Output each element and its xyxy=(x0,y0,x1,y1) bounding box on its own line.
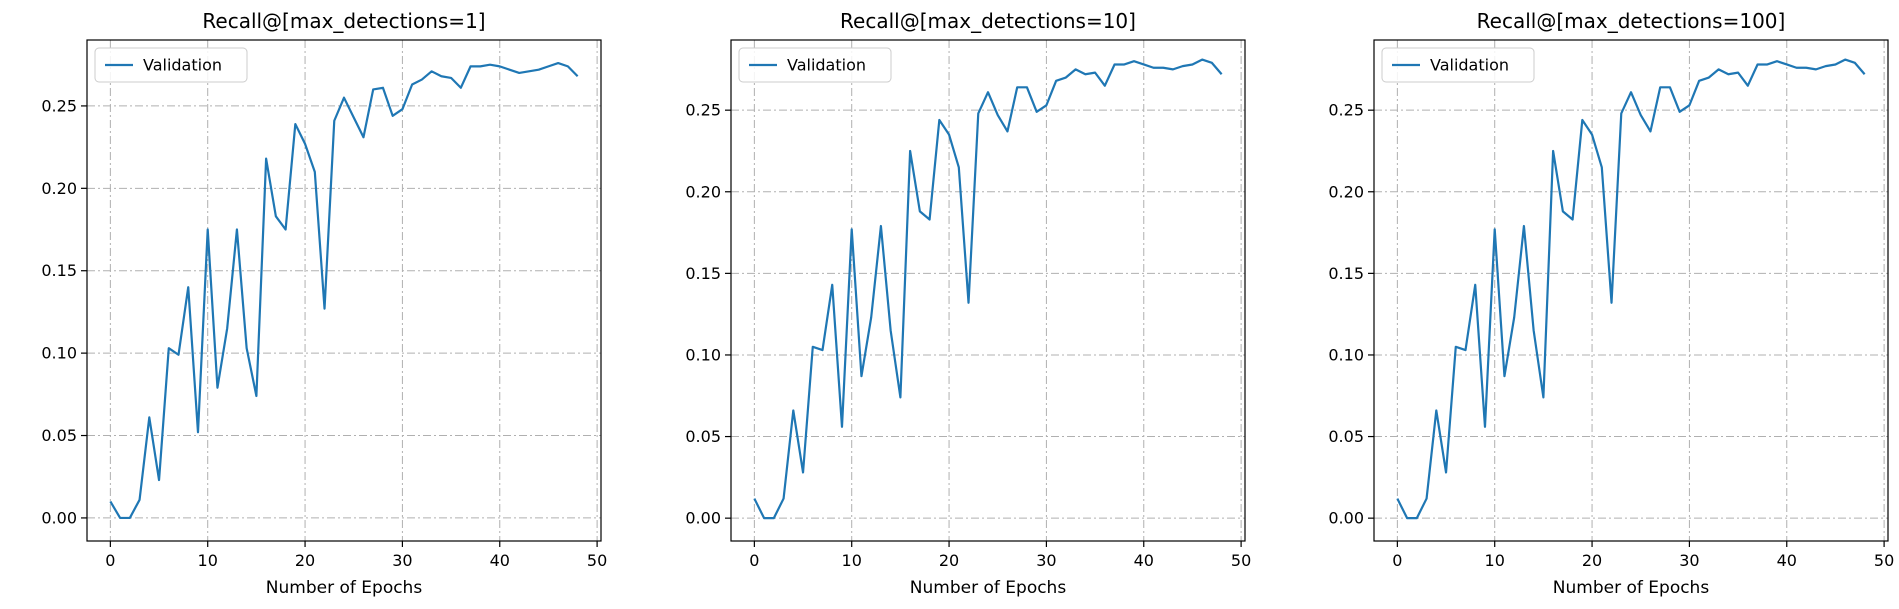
x-tick-label: 0 xyxy=(749,551,759,570)
x-tick-label: 20 xyxy=(295,551,315,570)
legend-label-validation: Validation xyxy=(143,56,222,75)
x-tick-label: 30 xyxy=(1679,551,1699,570)
legend: Validation xyxy=(94,47,248,83)
x-tick-label: 0 xyxy=(105,551,115,570)
y-tick-label: 0.05 xyxy=(41,426,77,445)
legend: Validation xyxy=(738,47,892,83)
y-tick-label: 0.15 xyxy=(1328,264,1364,283)
legend-box xyxy=(738,47,892,83)
legend-box xyxy=(94,47,248,83)
axes-frame xyxy=(1373,39,1889,542)
x-tick-label: 40 xyxy=(1134,551,1154,570)
y-tick-label: 0.10 xyxy=(41,344,77,363)
y-tick-label: 0.20 xyxy=(685,182,721,201)
y-tick-label: 0.25 xyxy=(41,96,77,115)
x-axis-label: Number of Epochs xyxy=(910,578,1067,598)
chart-panel-3: 0 10 20 30 40 50 0.00 0.05 0.10 0.15 0.20 0.25 Recal… xyxy=(1328,9,1894,598)
x-tick-label: 10 xyxy=(198,551,218,570)
x-tick-label: 50 xyxy=(1874,551,1894,570)
y-tick-label: 0.15 xyxy=(41,261,77,280)
legend: Validation xyxy=(1381,47,1535,83)
legend-box xyxy=(1381,47,1535,83)
y-tick-label: 0.15 xyxy=(685,264,721,283)
x-axis-label: Number of Epochs xyxy=(266,578,423,598)
y-tick-label: 0.10 xyxy=(1328,345,1364,364)
x-tick-label: 50 xyxy=(1231,551,1251,570)
x-tick-label: 20 xyxy=(939,551,959,570)
axes-frame xyxy=(730,39,1246,542)
x-tick-label: 10 xyxy=(842,551,862,570)
x-axis-label: Number of Epochs xyxy=(1553,578,1710,598)
x-tick-label: 40 xyxy=(490,551,510,570)
y-tick-label: 0.25 xyxy=(1328,101,1364,120)
x-tick-label: 50 xyxy=(587,551,607,570)
chart-panel-1: 0 10 20 30 40 50 0.00 0.05 0.10 0.15 0.20 0.25 Recal… xyxy=(41,9,607,598)
y-tick-label: 0.25 xyxy=(685,101,721,120)
y-tick-label: 0.05 xyxy=(685,427,721,446)
chart-panel-2: 0 10 20 30 40 50 0.00 0.05 0.10 0.15 0.20 0.25 Recal… xyxy=(685,9,1251,598)
x-tick-label: 10 xyxy=(1485,551,1505,570)
series-line-validation xyxy=(109,61,579,520)
y-tick-label: 0.05 xyxy=(1328,427,1364,446)
chart-title: Recall@[max_detections=1] xyxy=(202,9,485,33)
y-tick-label: 0.10 xyxy=(685,345,721,364)
y-tick-label: 0.20 xyxy=(1328,182,1364,201)
x-tick-label: 40 xyxy=(1777,551,1797,570)
legend-label-validation: Validation xyxy=(787,56,866,75)
y-tick-label: 0.00 xyxy=(685,509,721,528)
x-tick-label: 30 xyxy=(392,551,412,570)
x-tick-label: 0 xyxy=(1392,551,1402,570)
chart-title: Recall@[max_detections=10] xyxy=(840,9,1136,33)
y-tick-label: 0.00 xyxy=(41,508,77,527)
x-tick-label: 30 xyxy=(1036,551,1056,570)
chart-title: Recall@[max_detections=100] xyxy=(1477,9,1786,33)
y-tick-label: 0.20 xyxy=(41,179,77,198)
legend-label-validation: Validation xyxy=(1430,56,1509,75)
axes-frame xyxy=(86,39,602,542)
series-line-validation xyxy=(1396,58,1866,520)
y-tick-label: 0.00 xyxy=(1328,509,1364,528)
series-line-validation xyxy=(753,58,1223,520)
x-tick-label: 20 xyxy=(1582,551,1602,570)
